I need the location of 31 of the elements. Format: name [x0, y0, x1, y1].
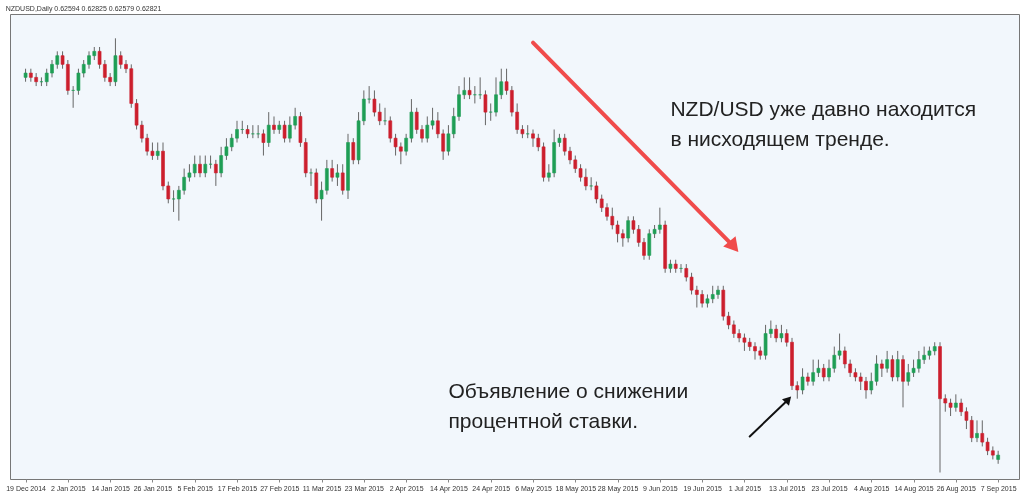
candlestick — [367, 85, 371, 104]
annotation: NZD/USD уже давно находится в нисходящем тренде. — [670, 97, 977, 151]
candlestick — [335, 163, 340, 187]
candlestick — [880, 359, 884, 378]
candlestick — [488, 102, 493, 122]
candlestick — [954, 393, 958, 413]
candlestick — [282, 120, 287, 144]
candlestick — [214, 159, 218, 187]
candlestick — [626, 215, 630, 243]
candlestick — [996, 450, 1000, 465]
candlestick — [203, 155, 208, 178]
candlestick — [800, 367, 805, 395]
candlestick — [198, 155, 202, 178]
candlestick — [261, 128, 266, 157]
candlestick — [330, 159, 334, 183]
candlestick — [266, 111, 271, 148]
candlestick — [589, 176, 593, 191]
candlestick — [901, 354, 905, 408]
candlestick — [483, 89, 488, 126]
candlestick — [171, 189, 176, 213]
candlestick — [351, 137, 356, 165]
candlestick — [975, 419, 979, 443]
candlestick — [309, 168, 313, 187]
candlestick — [895, 350, 900, 382]
candlestick — [467, 76, 472, 100]
candlestick — [272, 115, 276, 135]
candlestick — [890, 354, 895, 382]
annotation: Объявление о снижении процентной ставки. — [448, 379, 689, 433]
candlestick — [806, 372, 810, 387]
candlestick — [340, 163, 345, 196]
candlestick — [885, 350, 889, 374]
